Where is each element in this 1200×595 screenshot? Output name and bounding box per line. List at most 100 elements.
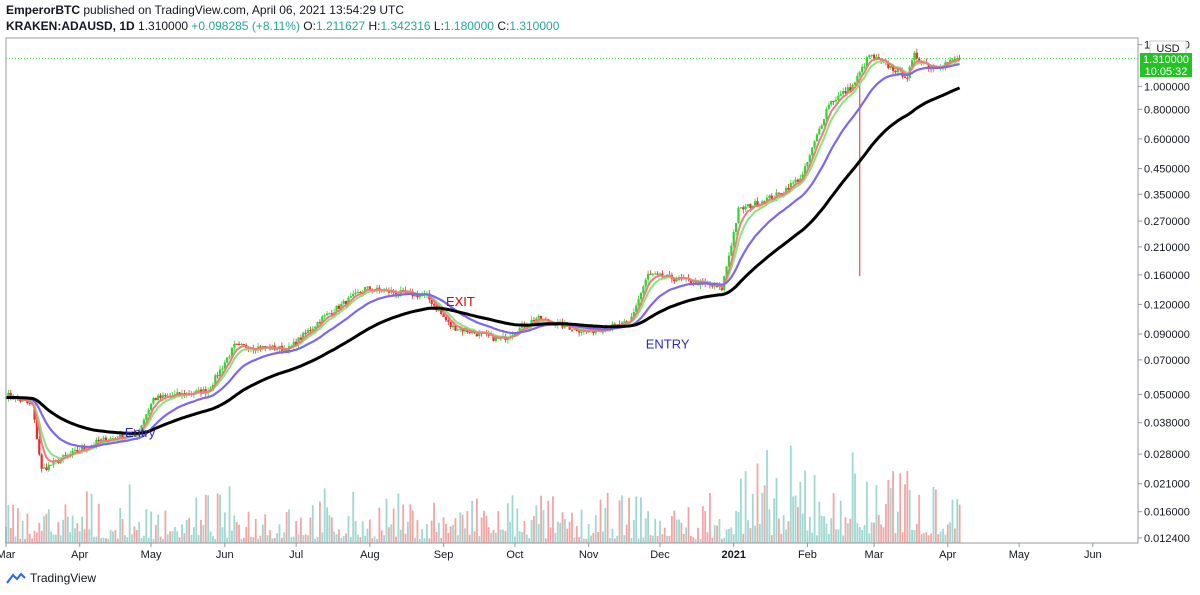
volume-bar xyxy=(556,521,559,543)
volume-bar xyxy=(407,521,409,543)
x-tick-label: Apr xyxy=(71,549,88,561)
moving-averages xyxy=(5,58,961,463)
volume-bar xyxy=(340,537,343,543)
volume-bar xyxy=(254,518,257,543)
volume-bar xyxy=(418,538,421,543)
candle-body xyxy=(623,321,626,323)
y-tick-label: 0.160000 xyxy=(1144,270,1190,282)
volume-bar xyxy=(235,521,238,543)
y-tick-label: 0.021000 xyxy=(1144,479,1190,491)
volume-bar xyxy=(514,536,516,543)
time-axis[interactable]: Mar Apr May Jun Jul Aug Sep Oct Nov Dec 2021 Feb Mar… xyxy=(0,543,1102,561)
candle-body xyxy=(176,392,179,395)
volume-bar xyxy=(147,537,150,543)
candle-body xyxy=(21,399,24,402)
volume-bar xyxy=(297,534,300,543)
volume-bar xyxy=(651,535,654,543)
volume-bar xyxy=(782,515,785,543)
candle-body xyxy=(625,321,628,323)
candle-body xyxy=(459,328,462,330)
volume-bar xyxy=(124,535,126,543)
close-label: C: xyxy=(497,19,510,33)
candle-body xyxy=(444,316,448,321)
candle-body xyxy=(775,192,778,198)
volume-bar xyxy=(83,529,86,543)
volume-bar xyxy=(47,509,50,543)
tradingview-logo-icon[interactable] xyxy=(6,572,26,584)
candle-body xyxy=(903,76,907,78)
candle-body xyxy=(851,85,854,91)
x-tick-label: Apr xyxy=(939,549,956,561)
brand-name[interactable]: TradingView xyxy=(30,571,97,585)
volume-bar xyxy=(93,536,95,543)
volume-bar xyxy=(357,534,359,543)
volume-bar xyxy=(421,529,424,543)
volume-bar xyxy=(818,501,821,543)
candle-body xyxy=(644,279,647,287)
volume-bar xyxy=(673,510,676,543)
volume-bar xyxy=(659,520,661,543)
volume-bar xyxy=(302,535,305,543)
volume-bar xyxy=(744,471,747,543)
y-tick-label: 0.450000 xyxy=(1144,163,1190,175)
usd-badge[interactable]: USD xyxy=(1156,43,1179,55)
volume-bar xyxy=(811,532,814,543)
volume-bar xyxy=(585,538,588,543)
volume-bar xyxy=(706,532,709,543)
candle-body xyxy=(318,322,322,324)
candle-body xyxy=(742,207,745,210)
volume-bar xyxy=(81,516,84,543)
volume-bar xyxy=(252,537,255,543)
volume-bar xyxy=(678,519,680,543)
volume-bar xyxy=(55,534,57,543)
volume-bar xyxy=(69,532,72,543)
volume-bar xyxy=(680,522,683,543)
candle-body xyxy=(145,414,148,420)
volume-bar xyxy=(758,523,761,543)
volume-bar xyxy=(447,533,450,543)
volume-bar xyxy=(773,498,776,543)
volume-bar xyxy=(176,531,179,543)
volume-bar xyxy=(150,511,152,543)
volume-bar xyxy=(131,534,133,543)
volume-bar xyxy=(487,527,490,543)
volume-bar xyxy=(563,519,566,543)
volume-bar xyxy=(280,537,283,543)
candle-body xyxy=(727,255,731,267)
candle-body xyxy=(656,273,659,275)
symbol-label: KRAKEN:ADAUSD, 1D xyxy=(6,19,135,33)
volume-bar xyxy=(663,527,666,543)
volume-bar xyxy=(892,471,894,543)
candle-body xyxy=(822,119,826,126)
candle-body xyxy=(794,179,797,183)
candle-body xyxy=(768,195,771,198)
y-tick-label: 0.800000 xyxy=(1144,104,1190,116)
volume-bar xyxy=(787,521,790,543)
candle-body xyxy=(739,207,742,209)
volume-bar xyxy=(666,535,669,543)
candle-body xyxy=(228,356,231,358)
volume-bar xyxy=(387,527,390,543)
candle-body xyxy=(865,57,868,67)
candle-body xyxy=(746,204,750,207)
y-tick-label: 0.270000 xyxy=(1144,216,1190,228)
candle-body xyxy=(354,292,357,294)
candle-body xyxy=(580,331,583,333)
volume-bar xyxy=(844,517,847,543)
volume-bar xyxy=(159,536,162,543)
volume-bar xyxy=(304,534,307,543)
author-name[interactable]: EmperorBTC xyxy=(6,3,81,17)
price-axis[interactable]: 1.5000001.0000000.8000000.6000000.450000… xyxy=(1138,40,1190,545)
volume-bar xyxy=(899,473,902,543)
annotation-label: Entry xyxy=(125,425,156,440)
x-tick-label: 2021 xyxy=(721,549,745,561)
candle-body xyxy=(121,434,124,440)
volume-bar xyxy=(839,500,842,543)
volume-bar xyxy=(946,524,949,543)
volume-bar xyxy=(45,513,48,543)
volume-bar xyxy=(923,533,925,543)
volume-bar xyxy=(587,524,590,543)
volume-bar xyxy=(214,538,217,543)
volume-bar xyxy=(395,536,397,543)
